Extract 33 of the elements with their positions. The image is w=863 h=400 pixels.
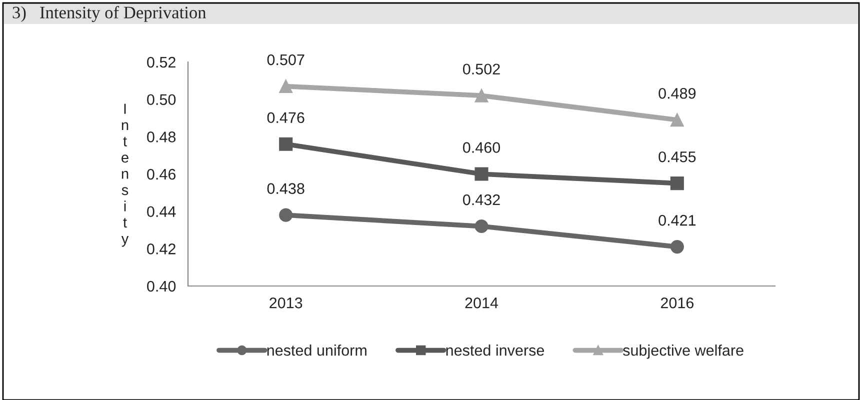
data-label: 0.455 [658,151,696,162]
legend-label: nested inverse [446,344,544,356]
y-tick-label: 0.44 [147,206,176,218]
y-tick-label: 0.50 [147,94,176,106]
x-tick-label: 2013 [270,298,302,308]
y-tick-label: 0.46 [147,168,176,180]
x-tick-label: 2014 [465,298,498,308]
x-tick-label: 2016 [660,298,694,308]
legend-label: nested uniform [267,344,366,356]
y-tick-label: 0.48 [147,132,176,142]
point [279,208,293,222]
data-label: 0.507 [267,54,304,66]
data-label: 0.432 [462,194,500,206]
point [279,137,293,151]
text: Intensity [121,104,129,247]
point [474,167,488,181]
point [279,79,293,94]
data-label: 0.421 [658,214,696,226]
point [670,176,684,190]
data-label: 0.476 [267,112,304,124]
data-label: 0.460 [462,142,500,153]
y-tick-label: 0.40 [147,280,176,292]
point [670,113,684,127]
y-tick-label: 0.52 [147,56,176,68]
data-label: 0.438 [267,183,304,194]
point [474,219,488,234]
point [670,240,684,254]
point [474,88,488,102]
data-label: 0.489 [658,88,696,99]
y-tick-label: 0.42 [147,244,176,254]
legend-label: subjective welfare [623,344,744,359]
chart-title: 3) Intensity of Deprivation [12,6,206,22]
data-label: 0.502 [462,64,500,75]
